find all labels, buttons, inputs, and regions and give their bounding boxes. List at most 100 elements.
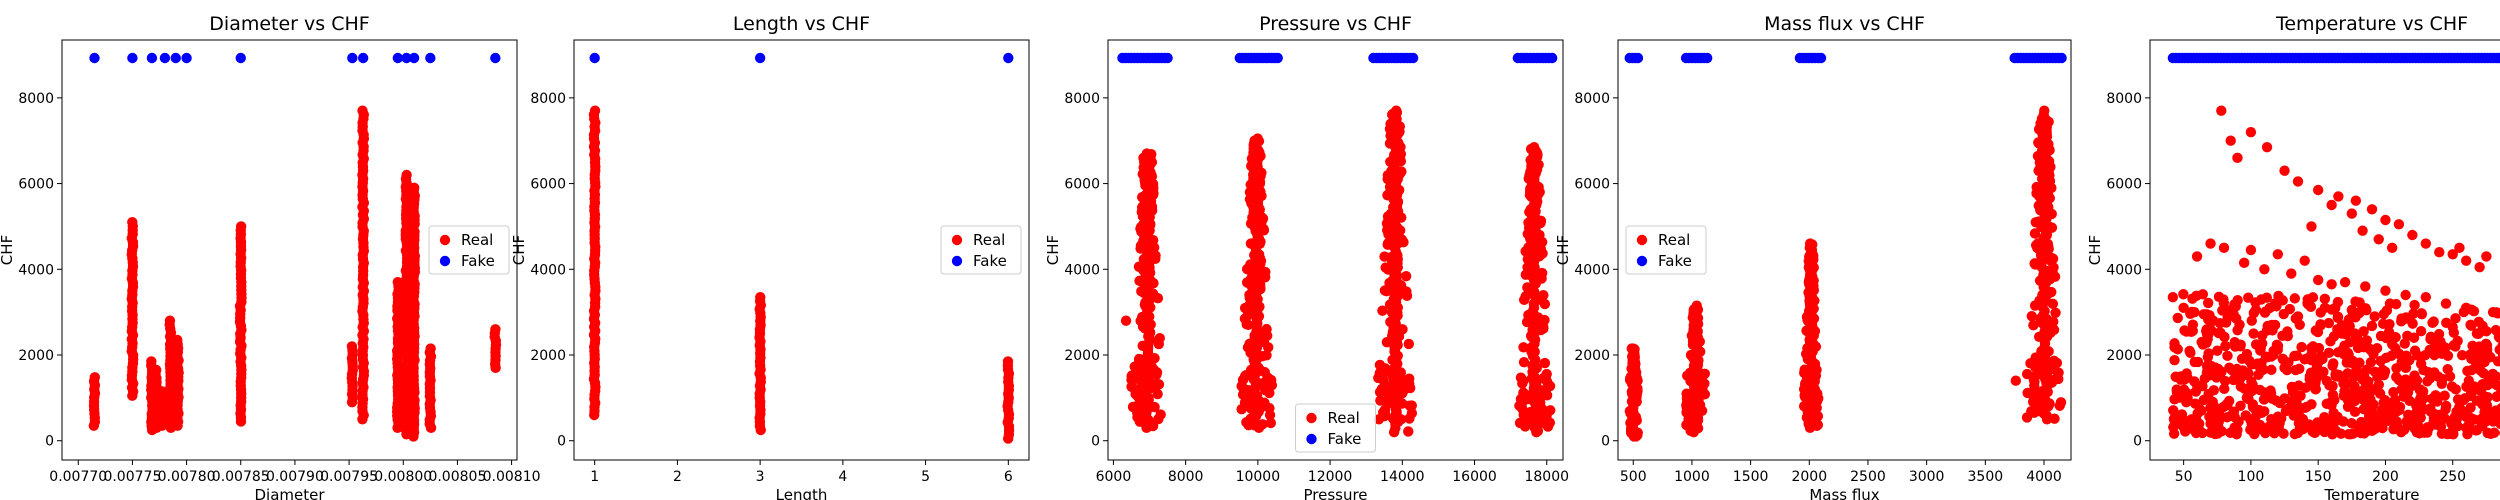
real-point: [2228, 424, 2240, 435]
real-point: [1688, 426, 1699, 438]
real-point: [2220, 340, 2231, 352]
real-point: [2386, 242, 2398, 254]
real-point: [2428, 316, 2439, 327]
real-point: [2191, 251, 2203, 262]
x-tick-label: 1: [590, 469, 599, 485]
real-point: [2288, 410, 2299, 421]
subplot-2: 1 2 3 4 5 6 0 2000 4000 6000 8000 Length vs CHF Leng…: [510, 13, 1030, 500]
real-point: [2366, 405, 2378, 416]
real-point: [2219, 375, 2231, 387]
real-point: [88, 420, 100, 431]
real-point: [1404, 382, 1416, 394]
real-point: [392, 422, 403, 434]
real-point: [2354, 337, 2366, 348]
real-point: [1403, 426, 1414, 437]
real-point: [1541, 368, 1552, 380]
real-point: [2435, 421, 2447, 432]
real-point: [2167, 291, 2179, 303]
x-tick-label: 2: [673, 469, 682, 485]
real-point: [2369, 423, 2380, 435]
legend-marker: [951, 255, 963, 267]
real-point: [2344, 337, 2356, 348]
y-tick-label: 0: [557, 434, 566, 450]
legend: Real Fake: [1295, 403, 1376, 453]
x-tick-label: 5: [921, 469, 930, 485]
real-point: [2217, 305, 2228, 316]
x-tick-label: 14000: [1380, 469, 1425, 485]
x-tick-label: 50: [2175, 469, 2193, 485]
y-tick-label: 2000: [18, 348, 54, 364]
real-point: [2380, 285, 2391, 296]
real-point: [2482, 349, 2493, 360]
real-point: [2400, 374, 2411, 385]
real-point: [2390, 343, 2401, 354]
real-point: [2182, 392, 2193, 404]
real-point: [1378, 375, 1389, 386]
real-point: [2396, 356, 2407, 368]
axes-frame: [1617, 39, 2072, 461]
real-point: [2255, 365, 2267, 377]
x-tick-label: 4: [838, 469, 847, 485]
real-point: [2379, 366, 2391, 377]
real-point: [2169, 354, 2180, 366]
fake-point: [401, 52, 412, 64]
fake-point: [127, 52, 138, 64]
real-point: [2407, 229, 2418, 241]
x-tick-label: 3000: [1909, 469, 1945, 485]
legend: Real Fake: [940, 225, 1022, 275]
fake-point: [1003, 52, 1014, 64]
x-axis-label: Temperature: [2323, 486, 2419, 500]
real-point: [2207, 419, 2218, 430]
real-point: [1002, 433, 1014, 444]
real-point: [2415, 399, 2426, 410]
real-point: [2401, 416, 2412, 427]
x-tick-label: 250: [2439, 469, 2466, 485]
real-point: [2327, 380, 2338, 392]
real-point: [2168, 405, 2179, 416]
real-point: [2312, 326, 2324, 338]
real-point: [2358, 326, 2369, 337]
real-point: [1531, 426, 1542, 438]
real-point: [1403, 338, 1415, 350]
real-point: [2248, 328, 2259, 339]
real-point: [2315, 319, 2326, 330]
real-point: [1141, 422, 1152, 434]
real-point: [2295, 423, 2306, 434]
y-tick-label: 8000: [530, 91, 566, 107]
real-point: [1545, 405, 1556, 416]
x-tick-label: 3500: [1968, 469, 2004, 485]
real-point: [2222, 350, 2233, 362]
y-tick-label: 6000: [1574, 177, 1610, 193]
fake-point: [408, 52, 420, 64]
real-point: [1261, 350, 1272, 361]
real-point: [2218, 242, 2230, 254]
real-point: [2197, 289, 2209, 300]
real-point: [2346, 208, 2358, 219]
real-point: [2373, 379, 2385, 390]
x-tick-label: 100: [2238, 469, 2265, 485]
real-point: [2332, 312, 2344, 323]
real-point: [2299, 255, 2310, 266]
fake-point: [357, 52, 369, 64]
real-point: [2328, 407, 2339, 419]
real-point: [2481, 326, 2492, 337]
real-point: [2439, 413, 2450, 424]
real-point: [2189, 356, 2200, 368]
real-point: [2466, 353, 2477, 365]
chart-title: Pressure vs CHF: [1259, 13, 1412, 35]
real-point: [2344, 320, 2355, 332]
real-point: [2346, 418, 2357, 429]
x-tick-label: 0.00780: [158, 469, 216, 485]
real-point: [2279, 165, 2290, 176]
real-point: [2375, 330, 2387, 342]
real-point: [2478, 341, 2489, 352]
y-tick-label: 8000: [2106, 91, 2142, 107]
x-tick-label: 1500: [1733, 469, 1769, 485]
real-point: [2446, 381, 2458, 392]
real-point: [2357, 374, 2368, 385]
real-point: [2333, 191, 2344, 202]
real-point: [1404, 373, 1415, 384]
real-point: [2182, 372, 2193, 383]
x-axis-label: Mass flux: [1809, 486, 1879, 500]
real-point: [2436, 378, 2448, 389]
